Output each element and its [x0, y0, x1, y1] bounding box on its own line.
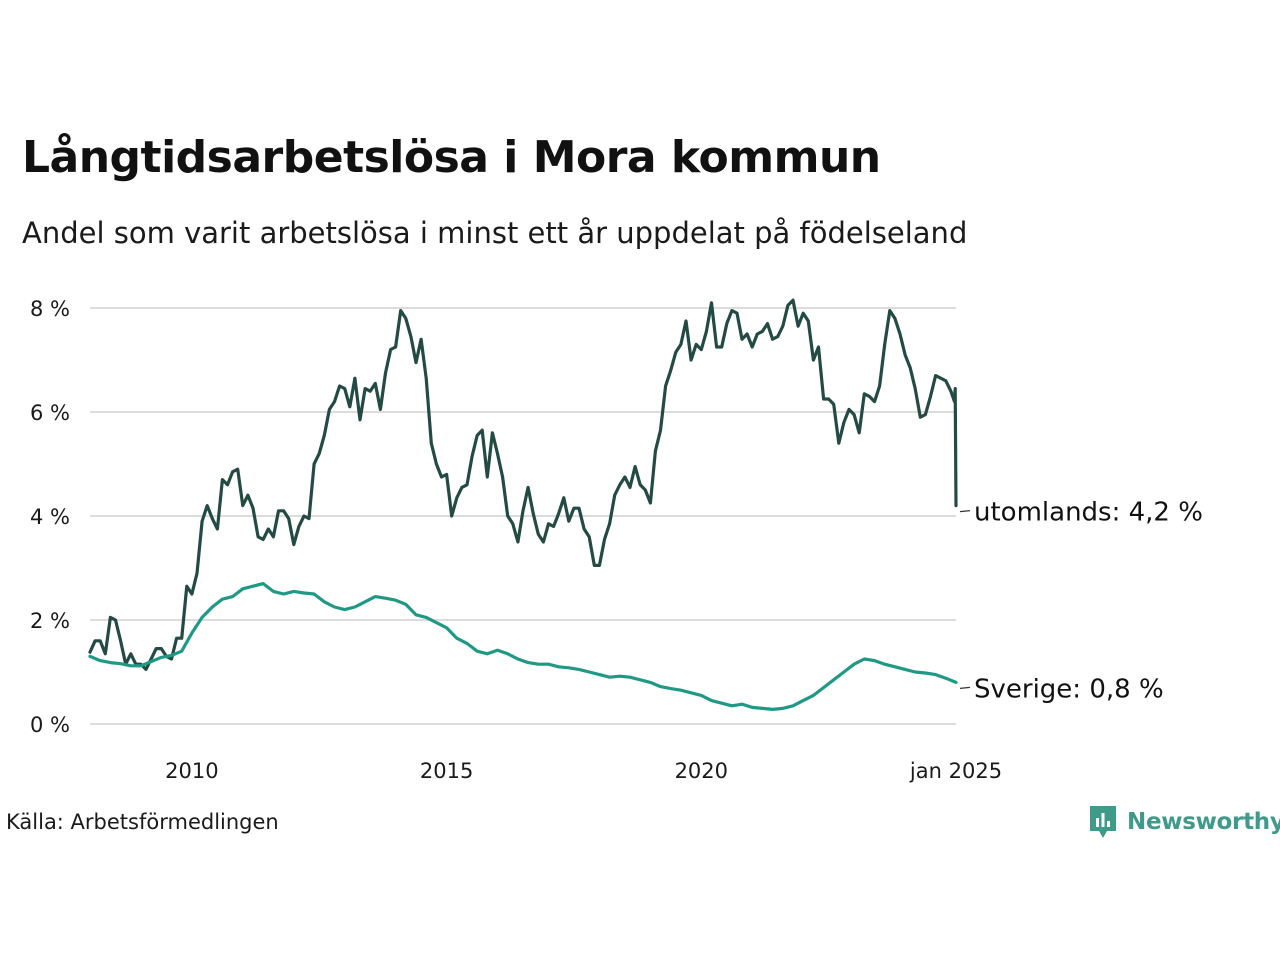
- end-label-utomlands: utomlands: 4,2 %: [974, 498, 1203, 528]
- x-tick-label: 2020: [675, 759, 728, 783]
- series-line-utomlands: [88, 298, 958, 671]
- y-tick-label: 6 %: [30, 401, 70, 425]
- y-tick-label: 2 %: [30, 609, 70, 633]
- x-tick-label: 2015: [420, 759, 473, 783]
- newsworthy-icon: [1090, 806, 1116, 838]
- y-tick-label: 8 %: [30, 297, 70, 321]
- line-chart: 0 % 2 % 4 % 6 % 8 % 2010 2015 2020 jan 2025 utoml…: [30, 297, 1203, 783]
- x-tick-label: jan 2025: [909, 759, 1002, 783]
- newsworthy-logo: Newsworthy: [1088, 804, 1280, 840]
- end-label-leader: [959, 510, 971, 513]
- chart-subtitle: Andel som varit arbetslösa i minst ett å…: [22, 216, 968, 250]
- x-tick-label: 2010: [165, 759, 218, 783]
- source-note: Källa: Arbetsförmedlingen: [6, 810, 279, 834]
- series-line-sverige: [88, 582, 958, 711]
- y-tick-label: 0 %: [30, 713, 70, 737]
- end-label-leader: [959, 686, 971, 689]
- end-label-sverige: Sverige: 0,8 %: [974, 674, 1164, 704]
- chart-title: Långtidsarbetslösa i Mora kommun: [22, 132, 881, 183]
- brand-name: Newsworthy: [1127, 809, 1280, 835]
- y-tick-label: 4 %: [30, 505, 70, 529]
